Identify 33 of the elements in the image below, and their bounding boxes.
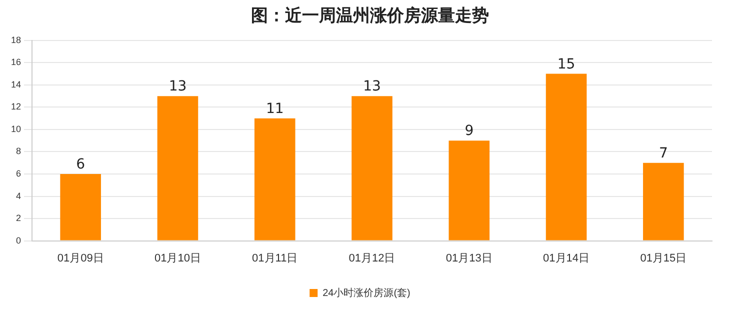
data-label: 11	[266, 100, 284, 117]
x-tick-label: 01月11日	[252, 252, 298, 264]
y-tick-label: 8	[16, 146, 22, 156]
legend-label: 24小时涨价房源(套)	[322, 286, 410, 299]
data-label: 9	[464, 123, 474, 140]
x-tick-label: 01月12日	[348, 252, 396, 264]
y-tick-label: 0	[16, 235, 22, 246]
data-label: 6	[76, 156, 86, 173]
y-tick-label: 16	[10, 57, 22, 68]
y-tick-label: 6	[16, 168, 22, 178]
bar	[254, 118, 296, 240]
y-tick-label: 2	[16, 213, 22, 224]
y-tick-label: 12	[10, 102, 22, 112]
chart-title: 图：近一周温州涨价房源量走势	[250, 5, 490, 28]
x-tick-label: 01月14日	[543, 252, 590, 264]
y-tick-label: 14	[10, 79, 22, 90]
y-tick-label: 18	[10, 34, 22, 45]
x-tick-label: 01月10日	[154, 252, 201, 264]
x-tick-label: 01月13日	[446, 252, 492, 264]
bar	[60, 174, 101, 240]
bar	[352, 96, 392, 240]
data-label: 13	[363, 78, 381, 95]
y-tick-label: 10	[10, 124, 22, 134]
x-tick-label: 01月15日	[640, 252, 687, 264]
bar	[448, 140, 490, 240]
bar	[643, 162, 684, 240]
data-label: 15	[557, 56, 576, 72]
bar	[546, 74, 587, 240]
x-tick-label: 01月09日	[57, 252, 104, 264]
bar	[157, 96, 198, 240]
data-label: 13	[168, 78, 187, 95]
data-label: 7	[658, 146, 668, 162]
y-tick-label: 4	[16, 190, 22, 201]
